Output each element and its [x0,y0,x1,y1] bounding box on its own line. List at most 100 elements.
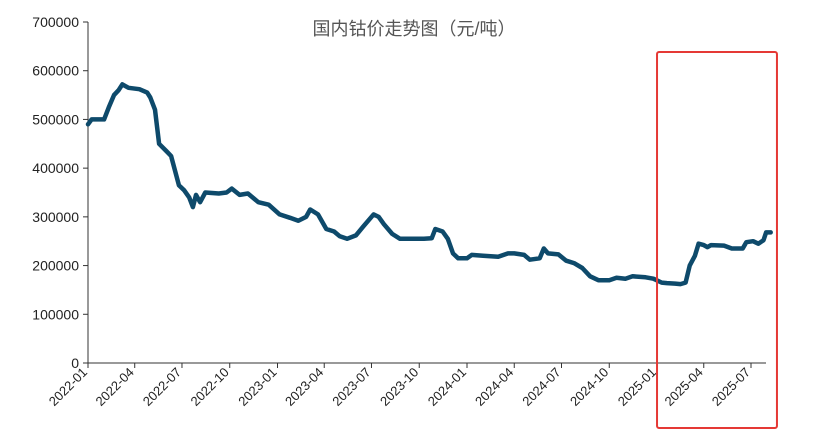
data-point [523,254,525,256]
data-point [757,243,759,245]
data-point [615,277,618,279]
data-point [497,256,499,258]
y-tick-label: 200000 [32,258,79,274]
data-point [457,257,459,259]
data-point [762,239,765,241]
data-point [573,262,575,264]
series-line-0 [85,82,773,287]
data-point [543,247,545,250]
x-tick-label: 2023-10 [377,365,421,409]
x-tick-label: 2024-01 [425,365,469,409]
data-point [745,241,747,243]
chart-title: 国内钴价走势图（元/吨） [313,19,516,39]
data-point [597,279,600,281]
data-point [423,238,425,240]
x-tick-label: 2025-07 [709,365,753,409]
data-point [87,123,89,125]
data-point [268,204,270,206]
data-point [325,228,327,230]
data-point [507,252,509,254]
data-point [447,238,449,240]
data-point [539,257,541,259]
data-point [770,231,772,233]
data-point [513,252,515,254]
data-point [127,87,130,89]
data-point [407,238,409,240]
x-tick-label: 2023-07 [329,365,373,409]
data-point [434,228,436,230]
data-point [158,143,160,145]
data-point [652,278,655,280]
x-tick-label: 2024-04 [472,365,516,409]
data-point [706,246,709,248]
data-point [239,194,241,196]
data-point [529,259,531,261]
data-point [146,92,148,94]
data-point [752,240,754,242]
data-point [91,118,93,120]
y-tick-label: 300000 [32,209,79,225]
data-point [685,282,687,284]
x-tick-label: 2022-07 [140,365,184,409]
data-point [689,265,691,267]
data-point [154,109,156,111]
data-point [442,230,444,233]
y-tick-label: 500000 [32,111,79,127]
data-point [118,89,120,91]
data-point [279,213,281,215]
data-point [138,88,140,90]
data-point [317,213,319,215]
data-point [666,282,668,284]
annotation-layer [656,51,778,429]
data-point [694,255,696,257]
data-point [178,184,180,186]
data-point [703,244,705,246]
data-point [108,106,110,108]
x-tick-label: 2024-07 [519,365,563,409]
data-point [289,217,291,219]
data-point [226,191,228,194]
y-tick-label: 0 [71,355,79,371]
x-tick-label: 2022-10 [188,365,232,409]
data-point [723,245,725,247]
data-point [731,247,733,250]
x-tick-label: 2025-01 [615,365,659,409]
data-point [305,216,307,218]
data-point [165,150,167,152]
data-point [581,267,583,269]
data-point [121,83,123,85]
data-point [399,238,401,240]
y-tick-label: 700000 [32,14,79,30]
data-point [346,238,348,240]
data-point [339,235,341,237]
data-point [608,279,610,281]
data-point [645,276,647,278]
x-tick-label: 2025-04 [662,365,706,409]
data-point [378,216,380,218]
data-point [466,257,468,259]
data-point [765,231,767,233]
data-point [565,260,567,262]
data-point [589,275,591,277]
data-point [183,189,185,191]
data-point [391,233,393,235]
data-point [698,243,700,245]
data-point [333,230,335,233]
data-point [452,252,454,254]
x-tick-label: 2023-04 [282,365,326,409]
y-tick-label: 600000 [32,63,79,79]
data-point [170,155,172,157]
data-point [309,208,311,211]
x-tick-label: 2024-10 [567,365,611,409]
data-point [113,94,115,96]
data-point [624,278,627,280]
data-point [557,253,560,255]
data-point [674,283,676,285]
data-point [632,275,634,277]
data-point [297,220,299,222]
data-point [710,244,712,246]
data-point [679,283,682,285]
data-point [218,192,220,195]
y-tick-label: 100000 [32,306,79,322]
